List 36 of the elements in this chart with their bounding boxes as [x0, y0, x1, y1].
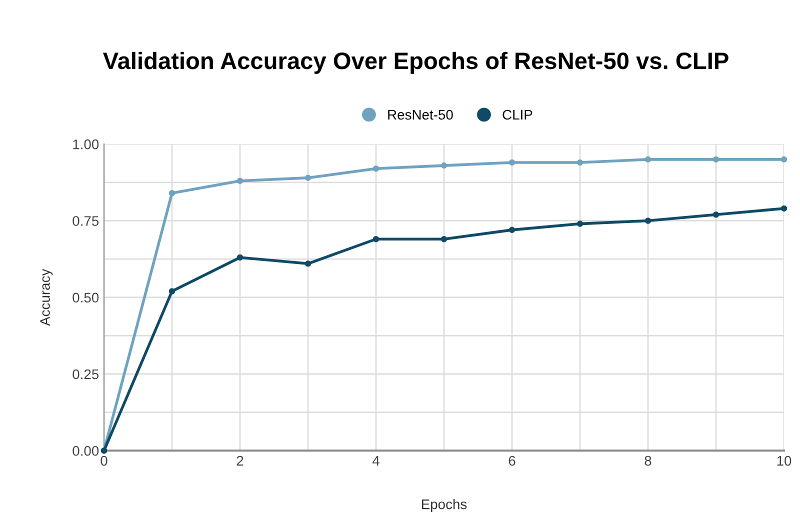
x-tick-label: 4 [372, 456, 380, 466]
legend-label: ResNet-50 [388, 110, 453, 120]
y-axis-title: Accuracy [40, 268, 53, 326]
legend-label: CLIP [502, 110, 532, 120]
point [644, 156, 652, 163]
point [168, 190, 176, 196]
y-tick-label: 0.75 [72, 216, 99, 226]
chart-title: Validation Accuracy Over Epochs of ResNet-50 vs. CLIP [103, 52, 728, 74]
x-tick-label: 8 [644, 456, 652, 466]
point [440, 236, 448, 242]
y-tick-label: 0.50 [72, 292, 99, 303]
x-tick-label: 2 [236, 456, 244, 466]
point [440, 162, 448, 169]
y-tick-label: 0.25 [72, 369, 99, 380]
point [236, 178, 244, 184]
point [780, 205, 788, 212]
x-tick-label: 10 [777, 456, 792, 466]
point [304, 174, 312, 181]
point [712, 211, 720, 218]
x-axis-title: Epochs [422, 499, 467, 512]
y-tick-label: 0.00 [72, 446, 99, 456]
point [304, 260, 312, 267]
point [712, 156, 720, 163]
point [372, 166, 380, 172]
point [508, 159, 516, 166]
point [508, 226, 516, 234]
point [168, 288, 176, 294]
point [576, 220, 584, 227]
point [372, 236, 380, 242]
point [576, 159, 584, 166]
point [644, 218, 652, 224]
x-tick-label: 6 [508, 456, 516, 466]
y-tick-label: 1.00 [73, 139, 99, 150]
x-tick-label: 0 [100, 456, 108, 466]
point [780, 156, 788, 163]
point [236, 254, 244, 261]
